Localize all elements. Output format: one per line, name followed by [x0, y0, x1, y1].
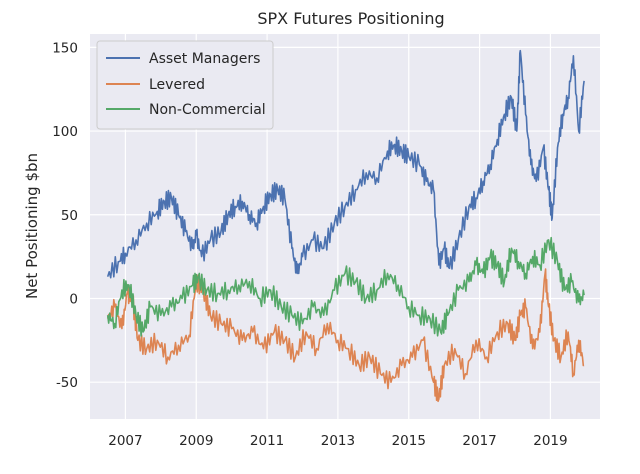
- y-axis-label: Net Positioning $bn: [23, 153, 41, 299]
- legend: Asset Managers Levered Non-Commercial: [96, 40, 274, 130]
- series-line-levered: [106, 268, 585, 403]
- tick-labels: -50 0 50 100 150 2007 2009 2011 2013 2015 2017 2019: [52, 40, 567, 449]
- legend-label-asset-managers: Asset Managers: [149, 51, 260, 67]
- x-tick-label: 2009: [179, 433, 213, 449]
- x-tick-label: 2015: [392, 433, 426, 449]
- x-tick-label: 2013: [321, 433, 355, 449]
- y-tick-label: 100: [52, 124, 78, 140]
- x-tick-label: 2011: [250, 433, 284, 449]
- legend-box: [96, 40, 274, 130]
- y-tick-label: 0: [69, 291, 78, 307]
- series-lines: [106, 49, 585, 403]
- series-line-non-commercial: [106, 236, 585, 337]
- x-tick-label: 2019: [533, 433, 567, 449]
- series-line-asset-managers: [106, 49, 585, 279]
- chart-title: SPX Futures Positioning: [257, 9, 444, 28]
- legend-label-non-commercial: Non-Commercial: [149, 102, 266, 118]
- x-tick-label: 2017: [462, 433, 496, 449]
- legend-label-levered: Levered: [149, 77, 205, 93]
- y-tick-label: -50: [56, 375, 78, 391]
- x-tick-label: 2007: [108, 433, 142, 449]
- y-tick-label: 150: [52, 40, 78, 56]
- y-tick-label: 50: [61, 208, 78, 224]
